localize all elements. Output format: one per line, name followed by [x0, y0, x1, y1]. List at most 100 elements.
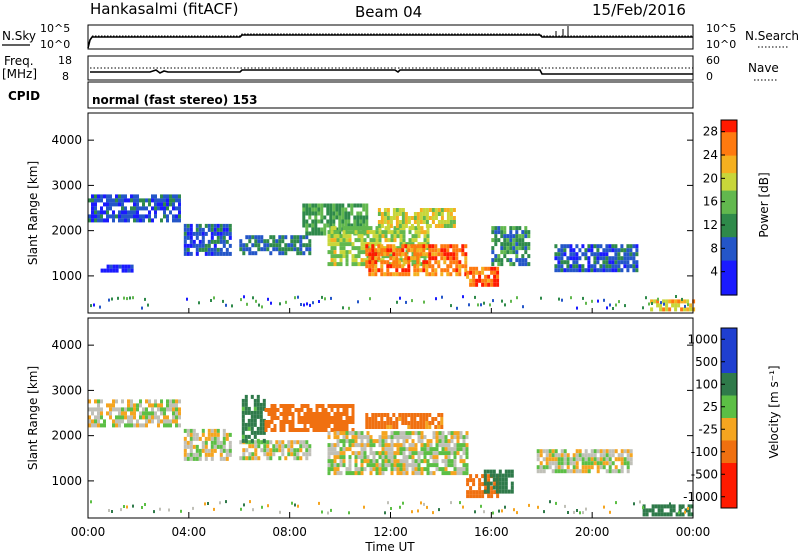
echo-cell: [338, 207, 342, 212]
echo-cell: [333, 254, 337, 259]
echo-cell: [491, 262, 495, 267]
echo-cell: [166, 198, 169, 203]
echo-cell: [426, 439, 430, 444]
echo-cell: [557, 461, 561, 466]
echo-cell: [392, 425, 396, 429]
echo-cell: [183, 428, 187, 433]
echo-cell: [449, 208, 453, 212]
echo-cell: [585, 301, 587, 305]
echo-cell: [408, 451, 412, 456]
echo-cell: [330, 420, 334, 424]
echo-cell: [572, 260, 576, 265]
x-tick-label: 16:00: [474, 525, 509, 539]
echo-cell: [112, 218, 115, 223]
echo-cell: [590, 453, 594, 458]
echo-cell: [651, 504, 655, 509]
echo-cell: [411, 238, 415, 243]
echo-cell: [348, 250, 352, 255]
echo-cell: [428, 421, 432, 425]
echo-cell: [617, 256, 621, 261]
echo-cell: [207, 428, 211, 433]
echo-cell: [496, 494, 500, 499]
echo-cell: [404, 244, 408, 249]
echo-cell: [145, 214, 148, 219]
echo-cell: [213, 436, 217, 441]
colorbar-swatch: [721, 440, 737, 464]
x-tick-label: 12:00: [373, 525, 408, 539]
echo-cell: [293, 243, 297, 248]
echo-cell: [261, 305, 263, 309]
echo-cell: [348, 443, 352, 448]
echo-cell: [629, 264, 633, 269]
echo-cell: [189, 243, 193, 248]
echo-cell: [160, 399, 163, 404]
echo-cell: [413, 421, 417, 425]
echo-cell: [392, 248, 396, 253]
echo-cell: [290, 448, 294, 453]
echo-cell: [256, 398, 260, 403]
echo-cell: [401, 208, 405, 212]
echo-cell: [681, 512, 685, 517]
echo-cell: [245, 247, 249, 252]
echo-cell: [494, 238, 498, 243]
echo-cell: [368, 425, 372, 429]
echo-cell: [527, 254, 531, 259]
echo-cell: [440, 208, 444, 212]
echo-cell: [593, 268, 597, 273]
echo-cell: [253, 422, 257, 427]
echo-cell: [279, 424, 283, 428]
colorbar-swatch: [721, 350, 737, 374]
echo-cell: [444, 455, 448, 460]
echo-cell: [560, 260, 564, 265]
echo-cell: [434, 208, 438, 212]
echo-cell: [175, 403, 178, 408]
echo-cell: [147, 303, 149, 307]
echo-cell: [411, 262, 415, 267]
echo-cell: [348, 439, 352, 444]
echo-cell: [392, 208, 396, 212]
echo-cell: [195, 227, 199, 232]
echo-cell: [195, 432, 199, 437]
echo-cell: [402, 463, 406, 468]
echo-cell: [390, 467, 394, 472]
echo-cell: [380, 272, 384, 277]
echo-cell: [124, 210, 127, 215]
echo-cell: [363, 226, 367, 231]
echo-cell: [378, 463, 382, 468]
echo-cell: [501, 477, 505, 482]
echo-cell: [244, 422, 248, 427]
echo-cell: [599, 252, 603, 257]
echo-cell: [219, 239, 223, 244]
nave-label: Nave: [748, 61, 779, 75]
echo-cell: [422, 212, 426, 216]
echo-cell: [386, 224, 390, 228]
echo-cell: [290, 243, 294, 248]
echo-cell: [446, 272, 450, 277]
echo-cell: [392, 264, 396, 269]
echo-cell: [254, 440, 258, 445]
echo-cell: [97, 210, 100, 215]
echo-cell: [465, 451, 469, 456]
echo-cell: [453, 431, 457, 436]
echo-cell: [257, 456, 261, 461]
echo-cell: [405, 435, 409, 440]
echo-cell: [365, 264, 369, 269]
echo-cell: [270, 408, 274, 412]
colorbar-swatch: [721, 463, 737, 486]
echo-cell: [329, 207, 333, 212]
echo-cell: [228, 448, 232, 453]
echo-cell: [172, 399, 175, 404]
echo-cell: [572, 256, 576, 261]
echo-cell: [317, 219, 321, 224]
echo-cell: [192, 243, 196, 248]
echo-cell: [408, 435, 412, 440]
echo-cell: [363, 455, 367, 460]
echo-cell: [248, 251, 252, 256]
echo-cell: [605, 264, 609, 269]
echo-cell: [572, 248, 576, 253]
echo-cell: [446, 248, 450, 253]
echo-cell: [507, 473, 511, 478]
echo-cell: [408, 455, 412, 460]
echo-cell: [440, 216, 444, 220]
echo-cell: [127, 210, 130, 215]
